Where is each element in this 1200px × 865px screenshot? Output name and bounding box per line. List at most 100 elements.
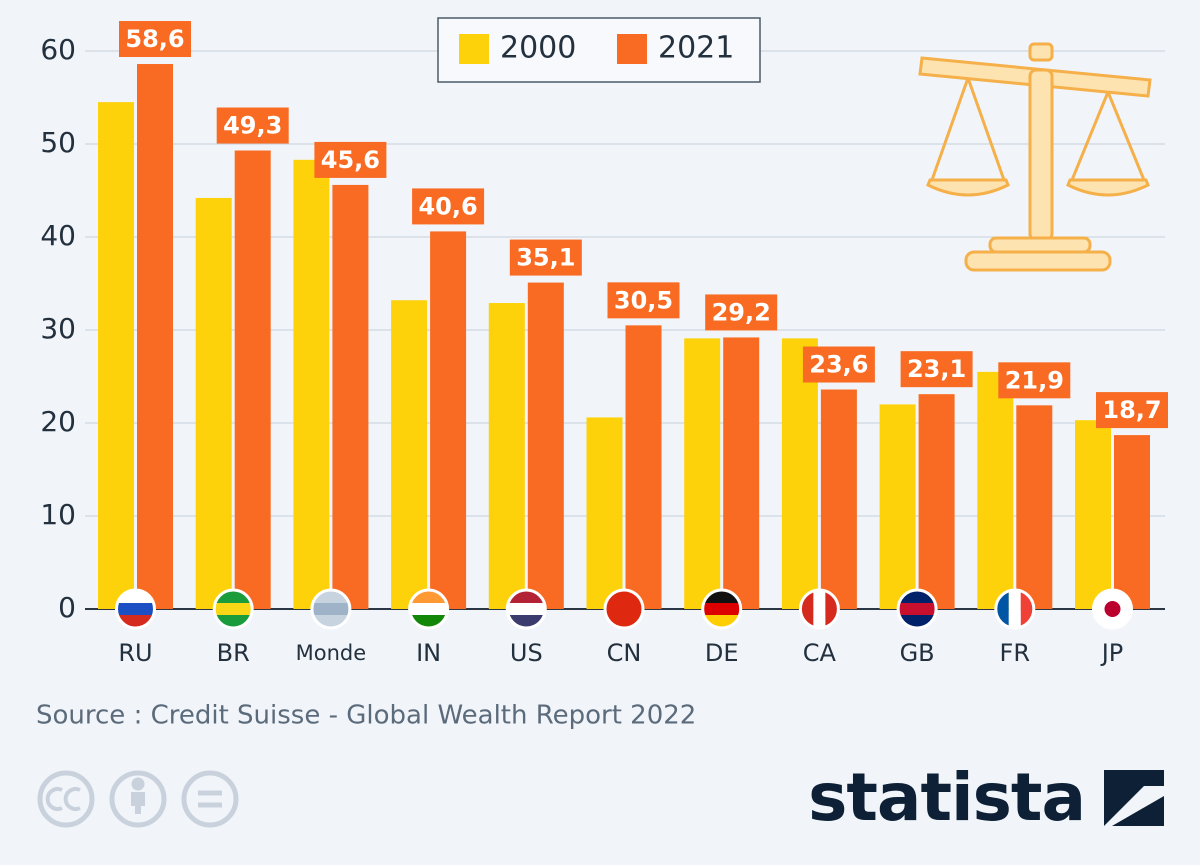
y-tick-label: 40	[40, 219, 76, 252]
scales-icon	[918, 42, 1152, 272]
value-label: 18,7	[1102, 396, 1161, 424]
flag-stripe	[703, 591, 740, 603]
flag	[1094, 591, 1131, 627]
flag	[606, 591, 642, 627]
x-tick-label: GB	[900, 639, 935, 667]
bar	[820, 389, 857, 609]
flag-stripe	[215, 603, 252, 615]
x-tick-label: FR	[1000, 639, 1030, 667]
flag	[899, 591, 936, 627]
value-label: 58,6	[125, 25, 184, 53]
y-tick-label: 10	[40, 498, 76, 531]
bar	[391, 300, 428, 609]
flag-stripe	[899, 591, 936, 603]
flag	[215, 591, 252, 627]
x-tick-label: CA	[803, 639, 837, 667]
flag-ring	[896, 588, 938, 630]
value-label: 23,6	[809, 351, 868, 379]
bar	[586, 417, 623, 609]
value-label: 49,3	[223, 112, 282, 140]
flag-stripe	[312, 603, 349, 615]
flag-stripe	[410, 591, 447, 603]
bar	[879, 404, 916, 609]
flag	[996, 591, 1033, 627]
brand-logo: statista	[808, 759, 1085, 836]
bar	[430, 231, 467, 610]
flag-stripe	[508, 603, 545, 615]
value-label: 40,6	[418, 192, 477, 220]
x-tick-label: DE	[705, 639, 739, 667]
bar	[684, 338, 721, 609]
flag-stripe	[410, 615, 447, 627]
license-icons	[37, 770, 239, 828]
flag-stripe	[508, 615, 545, 627]
legend-swatch	[617, 34, 647, 64]
bar	[781, 338, 818, 609]
x-tick-label: US	[510, 639, 543, 667]
bar	[977, 371, 1014, 609]
x-tick-label: BR	[217, 639, 250, 667]
value-label-box	[998, 362, 1071, 399]
legend: 2000 2021	[437, 17, 761, 83]
bars: 58,6 RU 49,3 BR 45,6 Monde 40,6 IN 35,1 US 30,5 CN 2…	[98, 21, 1168, 667]
bar	[1016, 405, 1053, 609]
flag-stripe	[703, 615, 740, 627]
value-label-box	[802, 346, 875, 383]
bar	[488, 303, 525, 609]
value-label: 29,2	[712, 298, 771, 326]
bar	[234, 150, 271, 609]
flag-stripe	[606, 615, 642, 627]
bar	[1075, 420, 1111, 609]
flag-stripe	[801, 591, 814, 627]
flag-stripe	[1020, 591, 1033, 627]
flag	[117, 591, 154, 627]
value-label: 35,1	[516, 244, 575, 272]
source: Source : Credit Suisse - Global Wealth R…	[36, 701, 696, 731]
flag-ring	[603, 588, 645, 630]
flag-stripe	[1094, 615, 1131, 627]
legend-box	[437, 17, 761, 83]
flag	[801, 591, 838, 627]
legend-label: 2000	[500, 31, 576, 66]
flag-stripe	[410, 603, 447, 615]
flag-stripe	[899, 615, 936, 627]
flag-stripe	[215, 591, 252, 603]
y-tick-label: 30	[40, 312, 76, 345]
flag-stripe	[996, 591, 1009, 627]
x-tick-label: IN	[416, 639, 441, 667]
x-tick-label: RU	[118, 639, 152, 667]
bar	[625, 325, 662, 609]
value-label: 23,1	[907, 355, 966, 383]
value-label-box	[900, 351, 973, 388]
value-label-box	[509, 239, 582, 276]
flag-stripe	[899, 603, 936, 615]
flag-ring	[310, 588, 352, 630]
flag-stripe	[825, 591, 838, 627]
bar	[98, 102, 134, 610]
flag-stripe	[312, 591, 349, 603]
value-label-box	[216, 107, 289, 144]
bar	[527, 282, 564, 609]
flag-stripe	[703, 603, 740, 615]
y-tick-label: 0	[58, 591, 76, 624]
value-label-box	[412, 188, 485, 225]
flag-ring	[798, 588, 840, 630]
flag-stripe	[117, 591, 154, 603]
x-tick-label: Monde	[296, 641, 367, 665]
brand-mark	[1104, 770, 1164, 826]
value-label-box	[1096, 392, 1168, 429]
x-tick-label: CN	[607, 639, 642, 667]
flag-stripe	[215, 615, 252, 627]
y-tick-label: 50	[40, 126, 76, 159]
legend-label: 2021	[658, 31, 734, 66]
bar	[293, 159, 330, 609]
flag-ring	[408, 588, 450, 630]
flag-ring	[115, 588, 156, 630]
flag-stripe	[117, 603, 154, 615]
legend-swatch	[459, 34, 489, 64]
flag	[508, 591, 545, 627]
value-label-box	[705, 294, 778, 331]
flag	[703, 591, 740, 627]
flag-stripe	[813, 591, 826, 627]
flag-ring	[505, 588, 547, 630]
